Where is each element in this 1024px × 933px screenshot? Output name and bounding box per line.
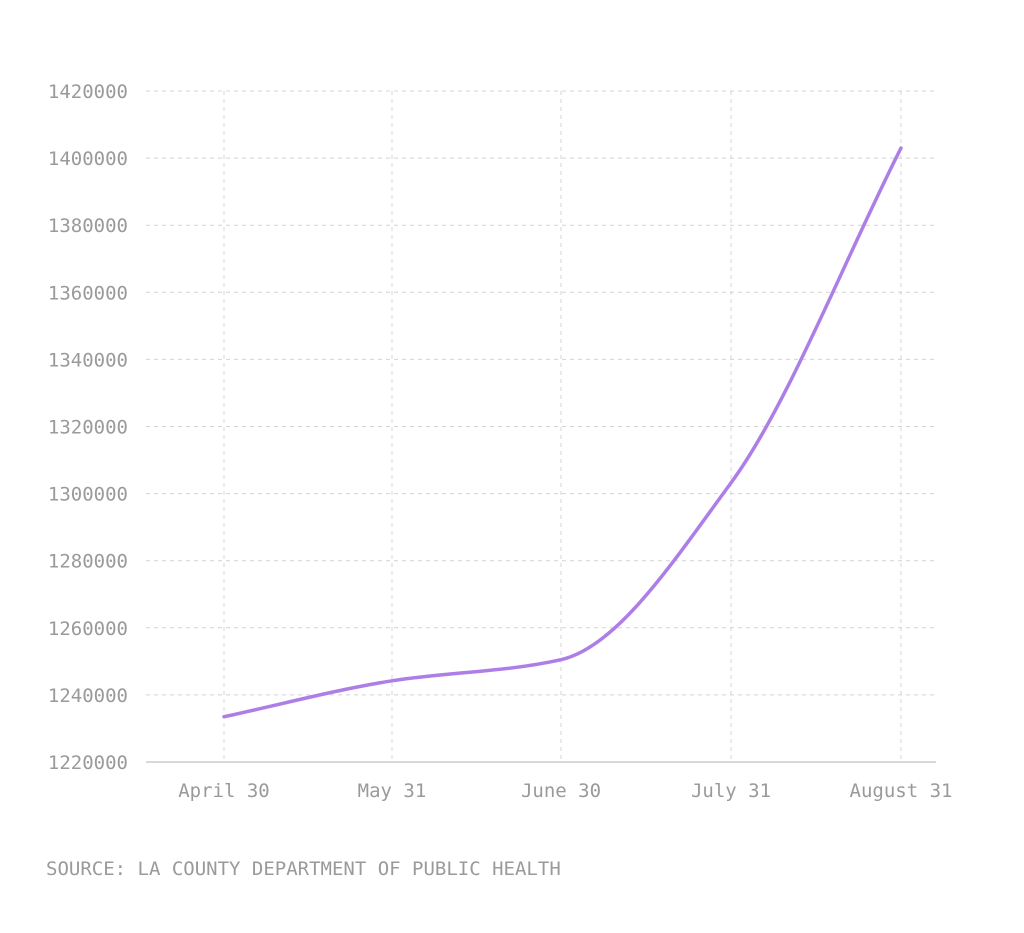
y-axis-tick-labels: 1220000 1240000 1260000 1280000 1300000 13200… [48,81,128,774]
y-tick-label: 1400000 [48,148,128,170]
data-point-4 [895,142,907,154]
y-tick-label: 1380000 [48,215,128,237]
source-note: SOURCE: LA COUNTY DEPARTMENT OF PUBLIC H… [46,858,561,880]
x-tick-label: July 31 [691,780,771,802]
data-point-0 [218,711,230,723]
data-point-3 [725,477,737,489]
series-line-0 [222,146,903,719]
horizontal-gridlines [146,90,936,696]
x-axis-tick-labels: April 30 May 31 June 30 July 31 August 31 [178,780,952,802]
x-tick-label: August 31 [850,780,953,802]
x-tick-label: June 30 [521,780,601,802]
y-tick-label: 1360000 [48,282,128,304]
x-tick-label: May 31 [358,780,427,802]
y-tick-label: 1280000 [48,551,128,573]
y-tick-label: 1260000 [48,618,128,640]
y-tick-label: 1320000 [48,417,128,439]
y-tick-label: 1300000 [48,484,128,506]
y-tick-label: 1420000 [48,81,128,103]
x-tick-label: April 30 [178,780,270,802]
data-point-2 [555,654,567,666]
y-tick-label: 1340000 [48,349,128,371]
y-tick-label: 1240000 [48,685,128,707]
series-group [218,142,907,723]
data-point-1 [386,675,398,687]
y-tick-label: 1220000 [48,752,128,774]
